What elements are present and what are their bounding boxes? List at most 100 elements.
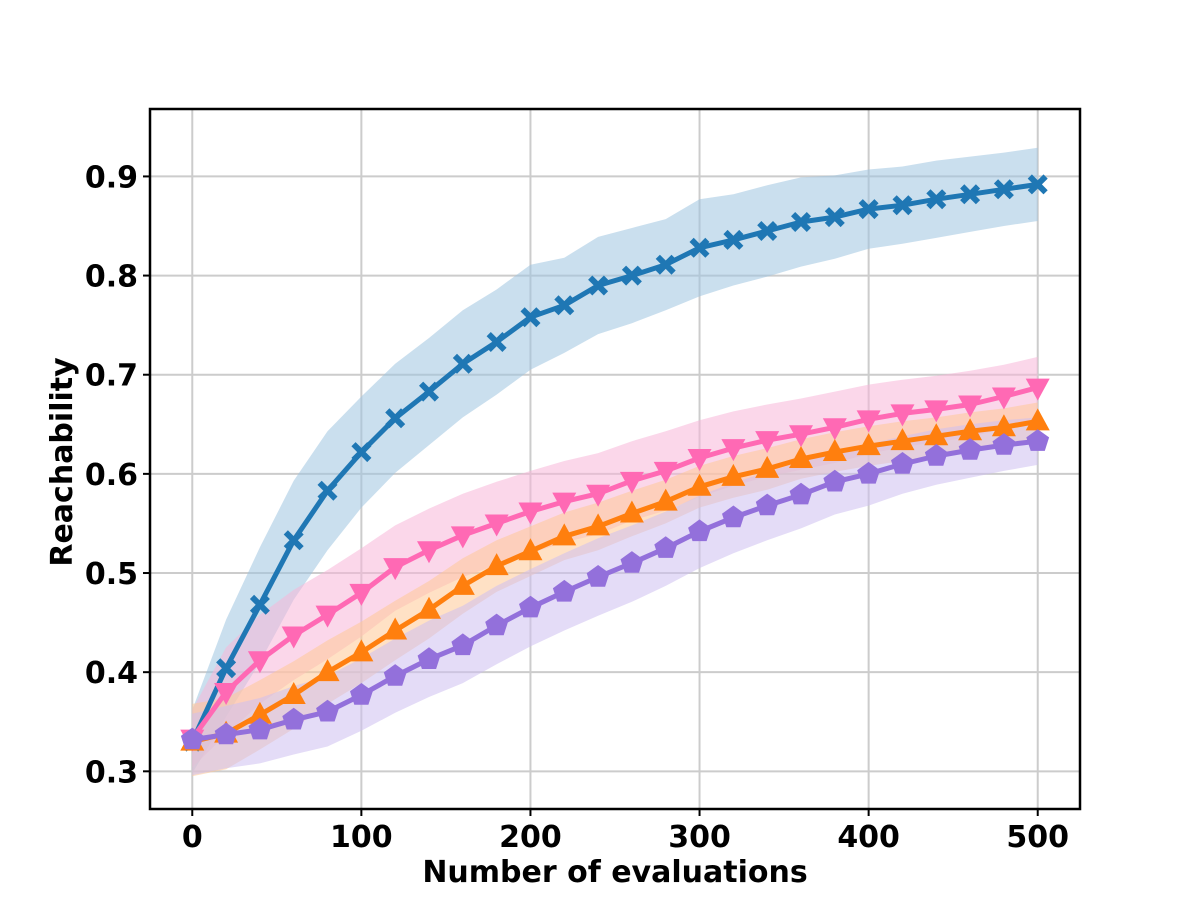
series-blue-x-marker <box>317 480 338 501</box>
series-purple-pentagon-marker <box>282 707 306 730</box>
series-blue-x-marker <box>689 237 710 258</box>
series-orange-triangle-up-marker <box>247 701 272 724</box>
series-orange-triangle-up-marker <box>991 414 1016 437</box>
series-purple-pentagon-marker <box>1026 429 1050 451</box>
y-tick-label: 0.5 <box>85 557 138 592</box>
series-pink-triangle-down-marker <box>417 541 441 564</box>
x-tick-label: 100 <box>330 820 393 855</box>
x-tick-label: 300 <box>668 820 731 855</box>
series-orange-triangle-up-marker <box>552 523 577 546</box>
series-pink-triangle-down-marker <box>552 492 577 515</box>
series-pink-triangle-down-marker <box>247 651 272 674</box>
series-orange-triangle-up-marker <box>315 659 340 682</box>
series-purple-pentagon-marker <box>654 536 678 558</box>
series-purple-pentagon-marker <box>451 633 475 656</box>
series-purple-pentagon-marker <box>688 519 711 542</box>
series-purple-pentagon-marker <box>316 699 339 722</box>
series-blue-x-marker <box>926 189 947 210</box>
series-orange-triangle-up-marker <box>281 681 306 704</box>
series-blue-x-marker <box>892 195 913 216</box>
series-purple-pentagon-marker <box>891 452 914 474</box>
series-purple-pentagon-marker <box>248 717 272 740</box>
series-pink-triangle-down-marker <box>214 683 239 706</box>
series-purple-pentagon-marker <box>789 482 813 505</box>
series-orange-triangle-up-marker <box>721 463 746 486</box>
series-blue-x-marker <box>554 295 575 316</box>
series-orange-triangle-up-marker <box>450 572 475 595</box>
series-purple-pentagon-marker <box>586 565 610 587</box>
y-tick-label: 0.3 <box>85 755 138 790</box>
series-purple-pentagon-marker <box>519 595 542 618</box>
series-blue-x-marker <box>216 658 237 679</box>
series-pink-triangle-down-marker <box>518 502 543 525</box>
series-blue-x-marker <box>486 332 507 352</box>
series-purple-pentagon-marker <box>722 505 745 528</box>
series-orange-triangle-up-marker <box>924 423 949 446</box>
series-orange-triangle-up-marker <box>687 473 712 496</box>
series-blue-x-marker <box>858 199 879 220</box>
series-orange-triangle-up-marker <box>755 455 780 478</box>
series-orange-triangle-up-marker <box>417 596 441 619</box>
series-purple-pentagon-marker <box>485 613 508 636</box>
series-blue-x-marker <box>655 254 676 275</box>
x-axis-label: Number of evaluations <box>422 855 807 890</box>
y-axis-label: Reachability <box>45 357 80 567</box>
series-purple-pentagon-marker <box>958 438 982 460</box>
series-orange-triangle-up-marker <box>653 488 678 511</box>
y-tick-label: 0.7 <box>85 359 138 394</box>
series-blue-x-marker <box>824 207 845 228</box>
series-pink-triangle-down-marker <box>586 484 611 507</box>
series-orange-triangle-up-marker <box>958 418 983 441</box>
series-purple-pentagon-marker <box>823 469 847 492</box>
series-blue-x-marker <box>385 408 406 429</box>
series-orange-triangle-up-marker <box>1025 408 1050 431</box>
series-pink-triangle-down-marker <box>991 387 1016 410</box>
series-pink-triangle-down-marker <box>349 583 374 606</box>
series-pink-triangle-down-marker <box>619 471 644 494</box>
series-orange-triangle-up-marker <box>383 617 408 640</box>
series-blue-x-marker <box>283 530 304 551</box>
series-blue-x-marker <box>621 265 642 286</box>
series-purple-pentagon-marker <box>214 722 238 745</box>
series-pink-triangle-down-marker <box>450 526 475 549</box>
series-pink-triangle-down-marker <box>383 558 408 581</box>
series-purple-pentagon-band <box>192 417 1038 776</box>
series-orange-triangle-up-marker <box>856 433 881 456</box>
series-purple-pentagon-marker <box>383 664 407 686</box>
series-blue-x-marker <box>723 229 744 250</box>
series-purple-pentagon-marker <box>755 493 779 516</box>
series-markers <box>180 174 1050 752</box>
series-blue-x-marker <box>960 184 981 205</box>
series-orange-triangle-up-marker <box>518 538 543 561</box>
series-pink-triangle-down-marker <box>721 439 746 462</box>
series-blue-x-marker <box>791 212 811 232</box>
series-pink-triangle-down-marker <box>856 410 881 433</box>
series-blue-x-marker <box>757 221 778 241</box>
series-blue-x-marker <box>249 594 270 615</box>
y-tick-label: 0.9 <box>85 160 138 195</box>
series-purple-pentagon-marker <box>924 444 948 466</box>
series-blue-x-marker <box>1027 174 1048 195</box>
x-tick-label: 400 <box>837 820 900 855</box>
series-purple-pentagon-marker <box>350 683 373 705</box>
series-purple-pentagon-marker <box>992 433 1016 455</box>
x-tick-label: 200 <box>499 820 562 855</box>
series-orange-triangle-up-marker <box>586 513 611 536</box>
series-blue-x-marker <box>588 275 609 296</box>
series-pink-triangle-down-marker <box>281 626 306 649</box>
series-orange-triangle-up-marker <box>619 500 644 523</box>
series-pink-triangle-down-marker <box>890 404 915 427</box>
series-purple-pentagon-marker <box>620 551 644 573</box>
y-tick-label: 0.6 <box>85 458 138 493</box>
x-tick-label: 500 <box>1006 820 1069 855</box>
series-pink-triangle-down-marker <box>1025 378 1050 401</box>
series-orange-triangle-up-marker <box>822 439 847 462</box>
series-blue-x-marker <box>993 179 1014 200</box>
series-orange-triangle-up-marker <box>484 553 509 576</box>
series-blue-x-marker <box>520 307 541 328</box>
series-pink-triangle-down-marker <box>924 400 949 423</box>
series-purple-pentagon-marker <box>552 579 576 602</box>
series-orange-triangle-up-marker <box>789 446 813 468</box>
series-pink-triangle-down-marker <box>789 425 813 448</box>
